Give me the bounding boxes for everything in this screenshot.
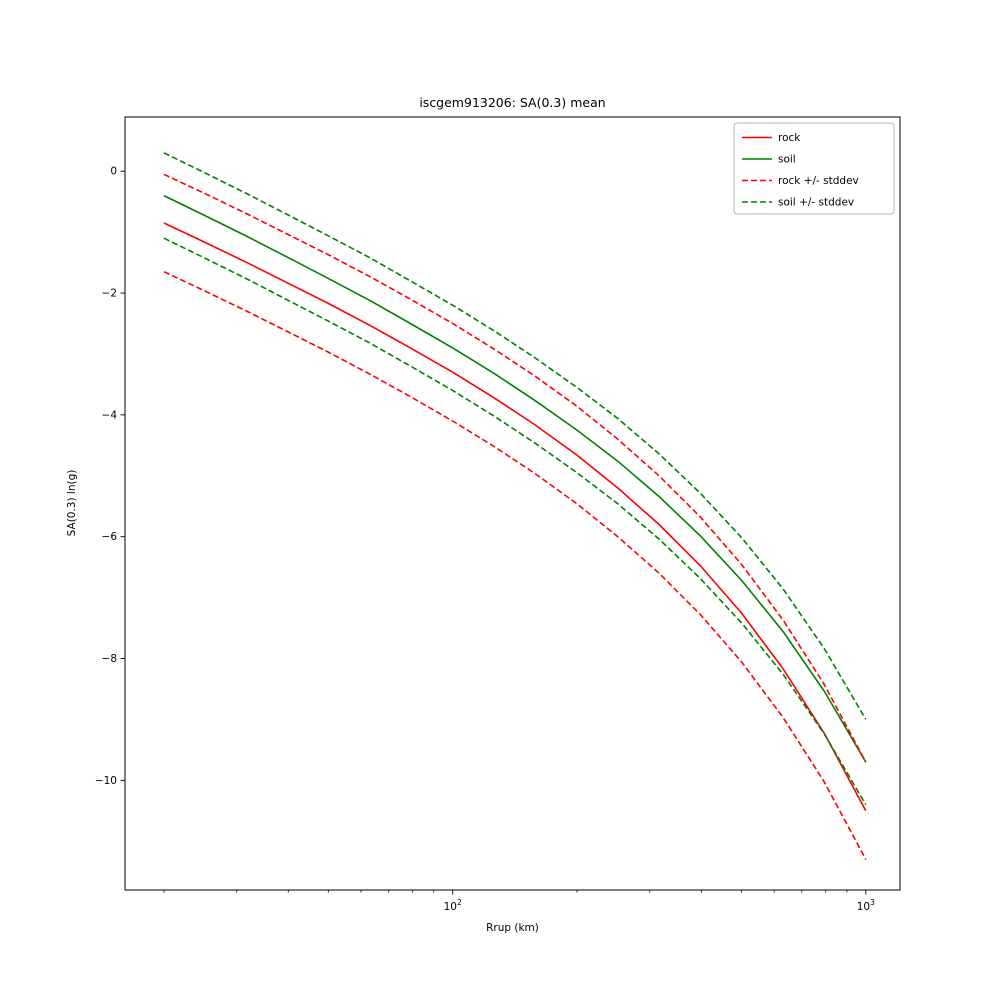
legend-entry: rock +/- stddev: [742, 175, 859, 187]
y-axis-label: SA(0.3) ln(g): [66, 469, 78, 537]
chart-title: iscgem913206: SA(0.3) mean: [419, 95, 606, 110]
legend-box: [733, 122, 895, 215]
legend-label: soil: [778, 154, 796, 166]
legend: rock soil rock +/- stddev soil +/- stddev: [733, 122, 895, 215]
series-line-soil: [163, 194, 867, 763]
axes-frame: [124, 116, 901, 891]
y-tick-label: −10: [95, 775, 117, 787]
y-tick-label: −8: [102, 653, 117, 665]
legend-label: rock +/- stddev: [778, 175, 859, 187]
legend-entry: soil +/- stddev: [742, 197, 854, 209]
series-line-soil-stddev: [163, 237, 867, 806]
x-axis-minor-ticks: [163, 890, 848, 893]
legend-label: rock: [778, 132, 801, 144]
x-axis-ticks: 102 103: [444, 890, 875, 913]
y-tick-label: −6: [102, 531, 118, 543]
series-line-soil-stddev: [163, 152, 867, 720]
x-tick-label: 103: [857, 898, 875, 913]
x-axis-label: Rrup (km): [486, 922, 539, 934]
y-tick-label: −2: [102, 288, 117, 300]
y-axis-ticks: 0 −2 −4 −6 −8 −10: [95, 166, 125, 787]
legend-entry: rock: [742, 132, 801, 144]
y-tick-label: 0: [110, 166, 117, 178]
legend-entry: soil: [742, 154, 796, 166]
y-tick-label: −4: [102, 409, 118, 421]
series-line-rock-stddev: [163, 173, 867, 763]
series-line-rock: [163, 222, 867, 812]
legend-label: soil +/- stddev: [778, 197, 854, 209]
series-line-rock-stddev: [163, 270, 867, 860]
series-lines: [163, 152, 867, 860]
x-tick-label: 102: [444, 898, 462, 913]
